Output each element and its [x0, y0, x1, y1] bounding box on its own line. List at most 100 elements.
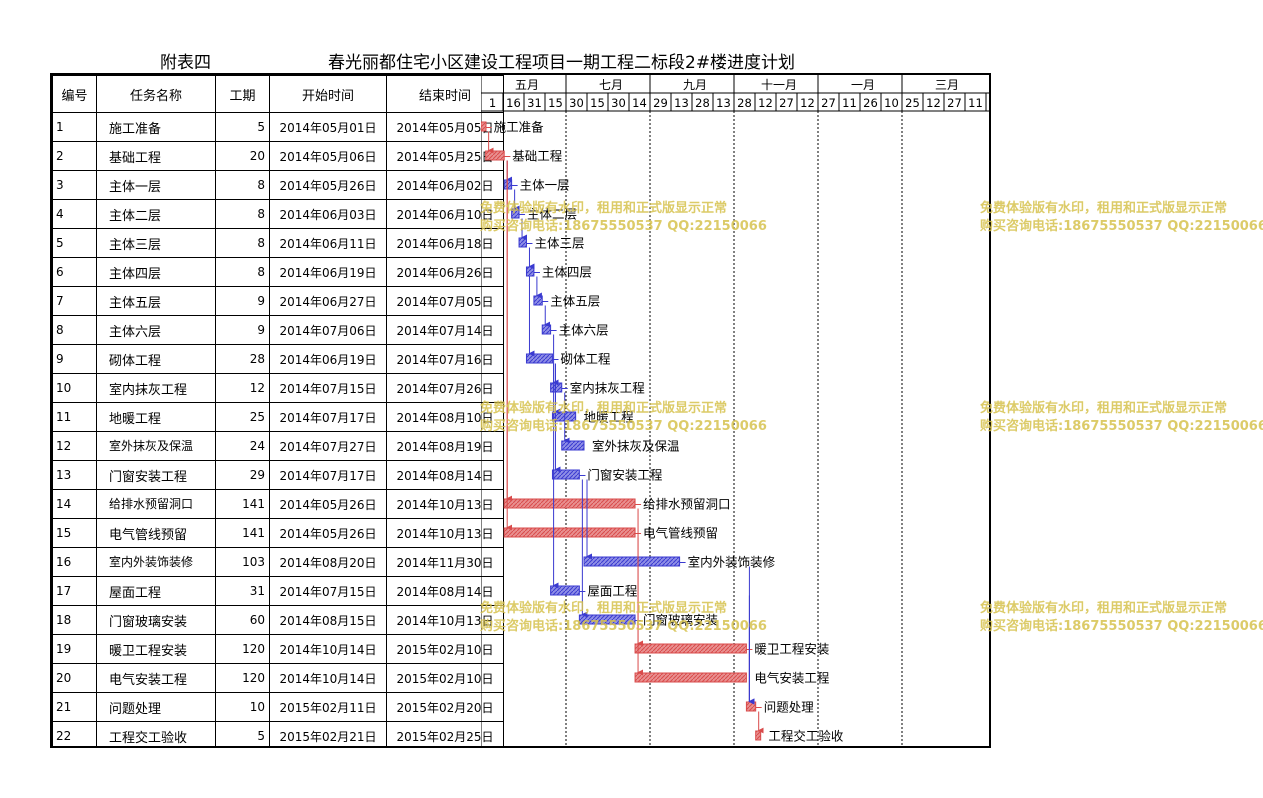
task-id: 2 — [52, 141, 97, 171]
task-end: 2014年10月13日 — [386, 518, 504, 548]
gantt-bar — [755, 730, 762, 741]
dependency-arrow — [635, 533, 641, 673]
day-tick-label: 30 — [611, 96, 626, 110]
month-label: 五月 — [515, 78, 539, 92]
task-row: 4 主体二层 8 2014年06月03日 2014年06月10日 — [52, 199, 504, 229]
task-row: 16 室内外装饰装修 103 2014年08月20日 2014年11月30日 — [52, 547, 504, 577]
task-start: 2014年05月06日 — [269, 141, 387, 171]
gantt-bar — [511, 208, 520, 219]
gantt-bar-label: 主体三层 — [534, 236, 584, 251]
task-id: 5 — [52, 228, 97, 258]
gantt-bar-label: 室内抹灰工程 — [570, 381, 646, 396]
task-name: 门窗安装工程 — [96, 460, 216, 490]
gantt-bar-label: 屋面工程 — [587, 584, 638, 599]
task-name: 地暖工程 — [96, 402, 216, 432]
task-duration: 12 — [215, 373, 270, 403]
gantt-bar — [525, 353, 553, 364]
gantt-bar-label: 问题处理 — [764, 700, 815, 715]
gantt-bar-label: 门窗安装工程 — [587, 468, 663, 483]
gantt-bar — [634, 643, 747, 654]
task-row: 13 门窗安装工程 29 2014年07月17日 2014年08月14日 — [52, 460, 504, 490]
watermark-line2: 购买咨询电话:18675550537 QQ:22150066 — [980, 619, 1263, 634]
task-name: 电气安装工程 — [96, 663, 216, 693]
task-duration: 9 — [215, 315, 270, 345]
task-id: 10 — [52, 373, 97, 403]
day-tick-label: 27 — [947, 96, 962, 110]
task-start: 2015年02月21日 — [269, 721, 387, 746]
task-row: 17 屋面工程 31 2014年07月15日 2014年08月14日 — [52, 576, 504, 606]
task-start: 2014年06月19日 — [269, 344, 387, 374]
table-label: 附表四 — [160, 53, 211, 73]
task-end: 2014年07月26日 — [386, 373, 504, 403]
task-end: 2015年02月10日 — [386, 663, 504, 693]
task-duration: 25 — [215, 402, 270, 432]
task-row: 10 室内抹灰工程 12 2014年07月15日 2014年07月26日 — [52, 373, 504, 403]
task-id: 15 — [52, 518, 97, 548]
task-start: 2014年05月26日 — [269, 518, 387, 548]
task-end: 2015年02月10日 — [386, 634, 504, 664]
gantt-bar-label: 主体二层 — [527, 207, 577, 222]
gantt-bar — [578, 614, 636, 625]
task-start: 2014年07月06日 — [269, 315, 387, 345]
task-name: 室内外装饰装修 — [96, 547, 216, 577]
task-duration: 8 — [215, 170, 270, 200]
gantt-bar-label: 电气管线预留 — [643, 526, 718, 541]
task-name: 暖卫工程安装 — [96, 634, 216, 664]
day-tick-label: 27 — [779, 96, 794, 110]
task-id: 17 — [52, 576, 97, 606]
day-tick-label: 25 — [905, 96, 920, 110]
month-label: 十一月 — [761, 78, 797, 92]
watermark-line1: 免费体验版有水印，租用和正式版显示正常 — [980, 401, 1228, 416]
task-row: 9 砌体工程 28 2014年06月19日 2014年07月16日 — [52, 344, 504, 374]
task-end: 2014年06月26日 — [386, 257, 504, 287]
task-start: 2014年08月15日 — [269, 605, 387, 635]
task-name: 屋面工程 — [96, 576, 216, 606]
task-start: 2014年05月26日 — [269, 489, 387, 519]
gantt-sheet: 编号 任务名称 工期 开始时间 结束时间 1 施工准备 5 2014年05月01日 20… — [50, 73, 991, 748]
task-duration: 5 — [215, 112, 270, 142]
dependency-arrow — [519, 214, 525, 238]
task-end: 2014年06月18日 — [386, 228, 504, 258]
day-tick-label: 29 — [653, 96, 668, 110]
task-name: 砌体工程 — [96, 344, 216, 374]
gantt-bar — [485, 150, 505, 161]
day-tick-label: 11 — [968, 96, 983, 110]
task-end: 2014年08月10日 — [386, 402, 504, 432]
task-end: 2014年10月13日 — [386, 489, 504, 519]
task-duration: 20 — [215, 141, 270, 171]
task-name: 给排水预留洞口 — [96, 489, 216, 519]
gantt-bar — [550, 382, 563, 393]
task-name: 室外抹灰及保温 — [96, 431, 216, 461]
month-label: 九月 — [683, 78, 707, 92]
task-name: 主体一层 — [96, 170, 216, 200]
task-start: 2014年08月20日 — [269, 547, 387, 577]
gantt-bar — [518, 237, 527, 248]
task-name: 主体六层 — [96, 315, 216, 345]
task-id: 7 — [52, 286, 97, 316]
gantt-bar-label: 暖卫工程安装 — [754, 642, 829, 657]
task-row: 2 基础工程 20 2014年05月06日 2014年05月25日 — [52, 141, 504, 171]
task-end: 2014年08月14日 — [386, 460, 504, 490]
gantt-bar-label: 室外抹灰及保温 — [592, 439, 680, 454]
gantt-bar-label: 电气安装工程 — [754, 671, 830, 686]
task-id: 16 — [52, 547, 97, 577]
day-tick-label: 16 — [506, 96, 521, 110]
task-row: 8 主体六层 9 2014年07月06日 2014年07月14日 — [52, 315, 504, 345]
gantt-bar-label: 砌体工程 — [560, 352, 611, 367]
task-name: 工程交工验收 — [96, 721, 216, 746]
watermark: 免费体验版有水印，租用和正式版显示正常购买咨询电话:18675550537 QQ… — [980, 600, 1263, 636]
task-id: 8 — [52, 315, 97, 345]
task-duration: 10 — [215, 692, 270, 722]
watermark: 免费体验版有水印，租用和正式版显示正常 购买咨询电话:18675550537 QQ… — [980, 400, 1263, 436]
task-row: 1 施工准备 5 2014年05月01日 2014年05月05日 — [52, 112, 504, 142]
task-duration: 60 — [215, 605, 270, 635]
dependency-arrow — [756, 707, 762, 731]
task-end: 2014年06月10日 — [386, 199, 504, 229]
task-duration: 103 — [215, 547, 270, 577]
watermark-line1: 免费体验版有水印，租用和正式版显示正常 — [980, 601, 1228, 616]
task-end: 2014年11月30日 — [386, 547, 504, 577]
task-duration: 120 — [215, 634, 270, 664]
task-table-header: 编号 任务名称 工期 开始时间 结束时间 — [52, 75, 504, 113]
task-id: 22 — [52, 721, 97, 746]
task-start: 2014年10月14日 — [269, 634, 387, 664]
